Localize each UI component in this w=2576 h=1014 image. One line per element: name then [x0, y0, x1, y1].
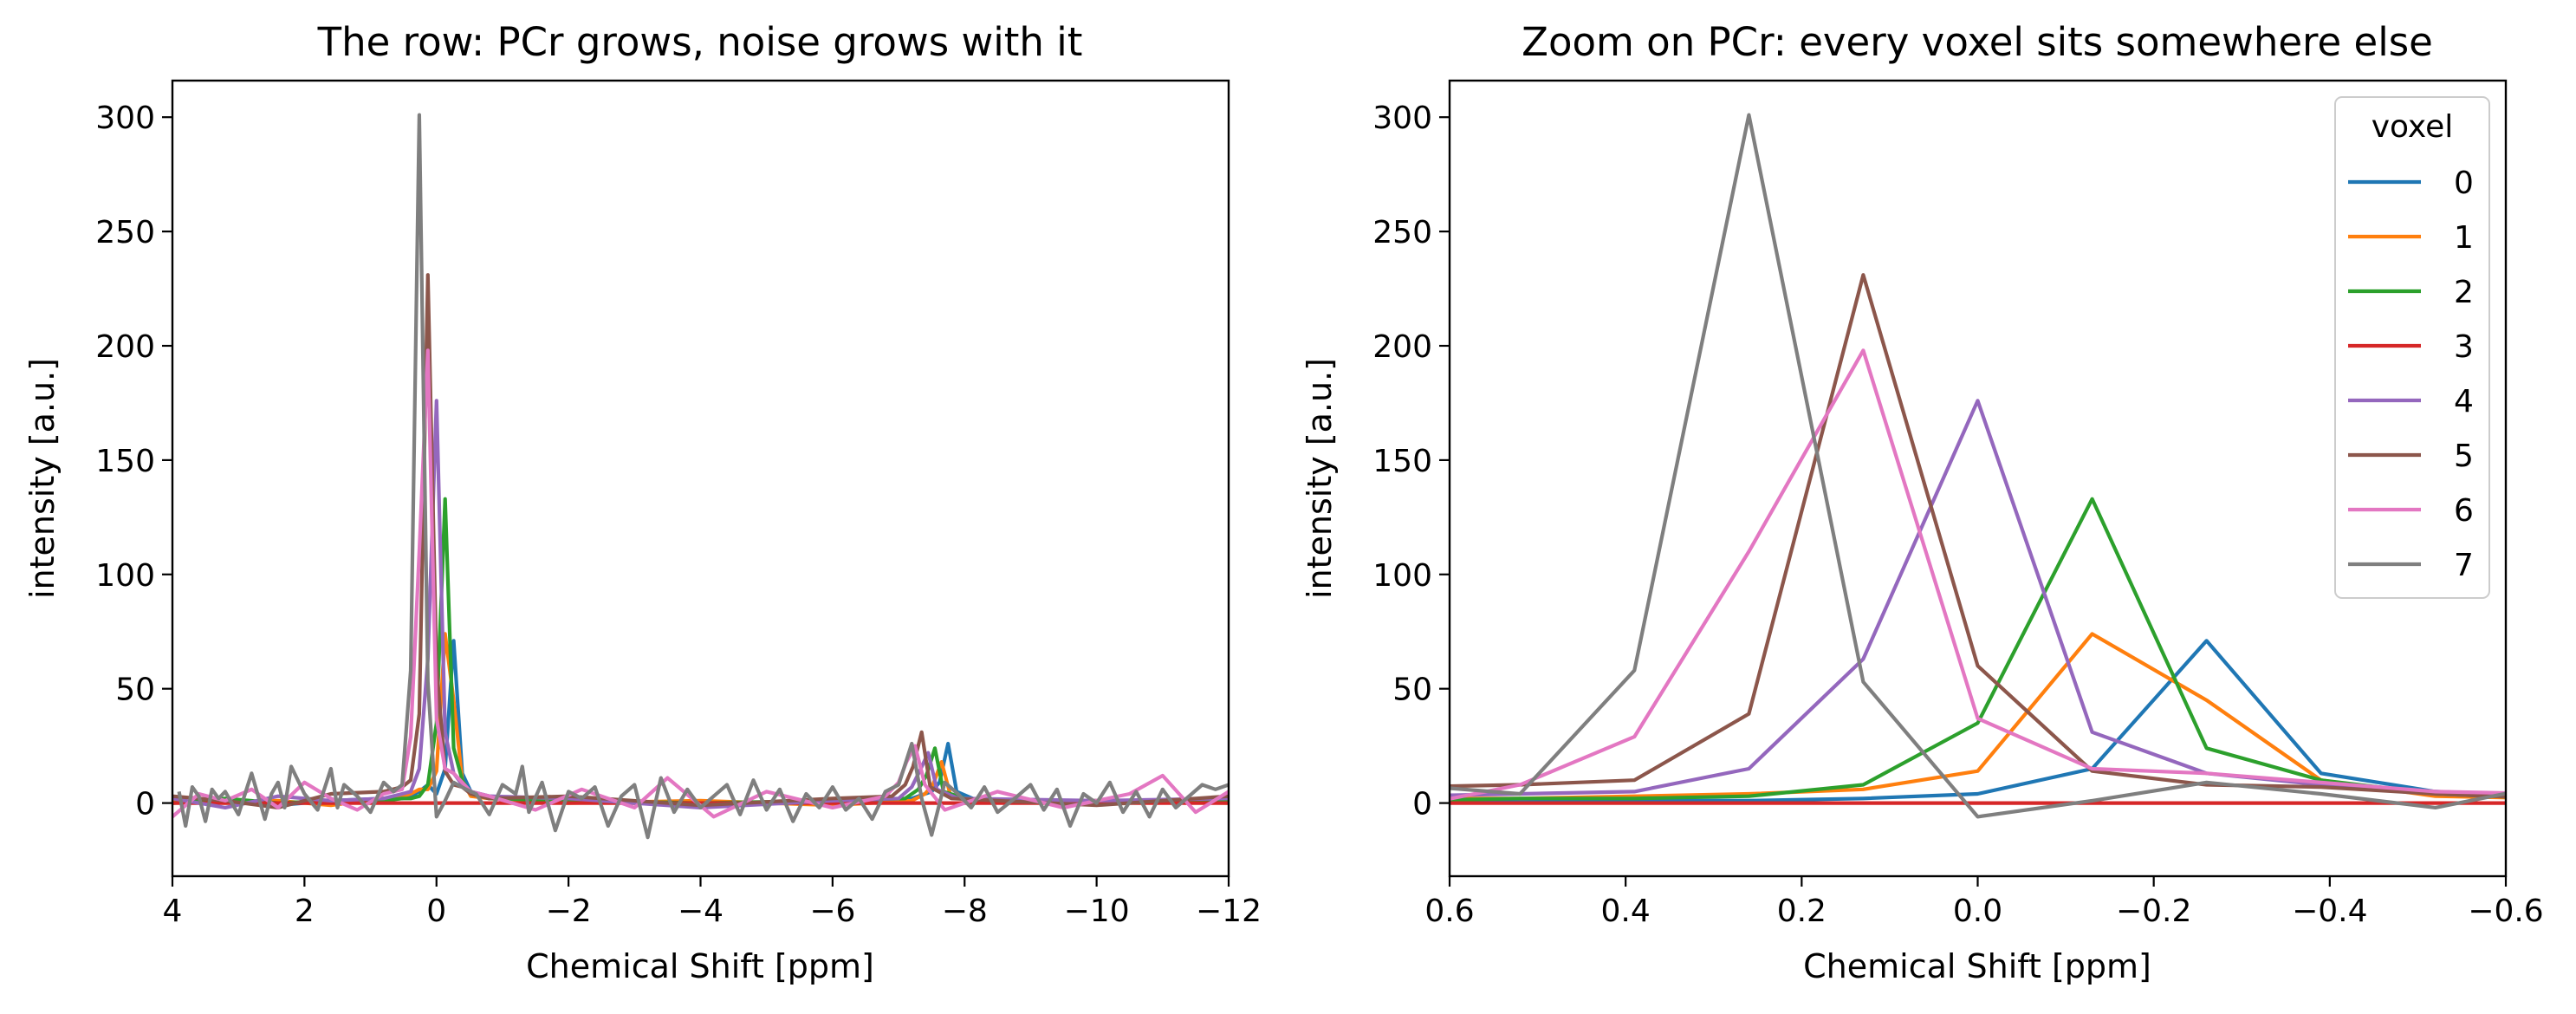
- left-y-axis: 0 50 100 150 200 250 300: [95, 101, 172, 822]
- left-series-group: [172, 113, 1229, 840]
- left-y-tick-label: 100: [95, 558, 155, 594]
- left-x-axis: 4 2 0 −2 −4 −6 −8 −10 −12: [163, 876, 1262, 929]
- legend-title: voxel: [2372, 109, 2454, 145]
- right-x-tick-label: −0.6: [2468, 894, 2543, 929]
- right-y-tick-label: 100: [1372, 558, 1432, 594]
- right-y-tick-label: 200: [1372, 329, 1432, 365]
- right-series-line-7: [1450, 113, 2506, 819]
- left-x-tick-label: −6: [809, 894, 855, 929]
- left-x-axis-label: Chemical Shift [ppm]: [526, 947, 874, 985]
- right-x-tick-label: 0.0: [1953, 894, 2002, 929]
- legend-label-4: 4: [2454, 384, 2474, 419]
- left-x-tick-label: −2: [546, 894, 592, 929]
- left-panel: The row: PCr grows, noise grows with it …: [23, 19, 1262, 985]
- right-x-tick-label: 0.6: [1424, 894, 1474, 929]
- right-y-tick-label: 250: [1372, 215, 1432, 250]
- right-series-line-5: [1450, 273, 2506, 799]
- left-x-tick-label: −8: [942, 894, 988, 929]
- left-series-line-7: [177, 113, 1229, 840]
- legend-label-7: 7: [2454, 548, 2474, 583]
- legend-label-6: 6: [2454, 493, 2474, 529]
- left-y-tick-label: 300: [95, 101, 155, 136]
- right-x-tick-label: 0.2: [1777, 894, 1827, 929]
- left-x-tick-label: −12: [1196, 894, 1262, 929]
- right-series-line-0: [1450, 639, 2506, 803]
- right-y-axis-label: intensity [a.u.]: [1301, 358, 1339, 599]
- legend-label-2: 2: [2454, 275, 2474, 310]
- right-x-tick-label: −0.4: [2292, 894, 2367, 929]
- left-y-tick-label: 150: [95, 444, 155, 479]
- legend: voxel 0 1 2 3 4 5 6 7: [2334, 96, 2490, 599]
- legend-label-3: 3: [2454, 329, 2474, 365]
- left-y-tick-label: 250: [95, 215, 155, 250]
- right-x-axis: 0.6 0.4 0.2 0.0 −0.2 −0.4 −0.6: [1424, 876, 2544, 929]
- legend-label-5: 5: [2454, 439, 2474, 474]
- right-y-tick-label: 150: [1372, 444, 1432, 479]
- right-y-axis: 0 50 100 150 200 250 300: [1372, 101, 1450, 822]
- left-chart-title: The row: PCr grows, noise grows with it: [317, 19, 1083, 65]
- left-x-tick-label: 4: [163, 894, 183, 929]
- legend-label-1: 1: [2454, 220, 2474, 256]
- left-y-tick-label: 50: [115, 673, 155, 708]
- right-series-group: [1450, 113, 2506, 819]
- legend-entries: 0 1 2 3 4 5 6 7: [2348, 166, 2474, 583]
- left-x-tick-label: −4: [678, 894, 723, 929]
- left-x-tick-label: −10: [1064, 894, 1130, 929]
- legend-label-0: 0: [2454, 166, 2474, 201]
- right-y-tick-label: 50: [1392, 673, 1432, 708]
- left-y-axis-label: intensity [a.u.]: [23, 358, 62, 599]
- right-y-tick-label: 300: [1372, 101, 1432, 136]
- right-x-axis-label: Chemical Shift [ppm]: [1803, 947, 2151, 985]
- right-x-tick-label: −0.2: [2116, 894, 2191, 929]
- left-x-tick-label: 2: [295, 894, 315, 929]
- left-y-tick-label: 200: [95, 329, 155, 365]
- left-x-tick-label: 0: [426, 894, 446, 929]
- left-y-tick-label: 0: [135, 787, 155, 822]
- right-x-tick-label: 0.4: [1601, 894, 1651, 929]
- right-chart-title: Zoom on PCr: every voxel sits somewhere …: [1522, 19, 2433, 65]
- right-series-line-6: [1450, 348, 2506, 801]
- right-y-tick-label: 0: [1412, 787, 1432, 822]
- right-panel: Zoom on PCr: every voxel sits somewhere …: [1301, 19, 2544, 985]
